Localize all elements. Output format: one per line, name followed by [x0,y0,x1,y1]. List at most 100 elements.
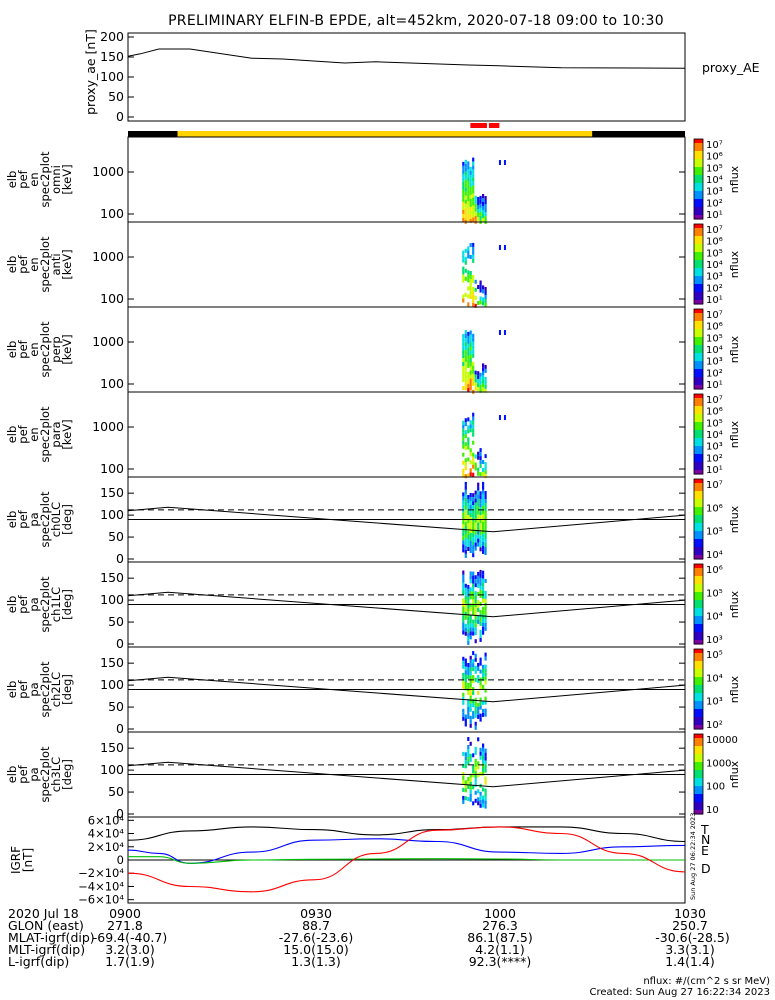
en_anti-colorbar-cell [694,296,703,298]
ch0LC-cell [462,496,465,501]
ch1LC-cell [482,622,485,627]
ch1LC-colorbar-cell [694,608,703,610]
ch1LC-cell [472,583,475,588]
en_anti-colorbar-cell [694,281,703,284]
en_anti-ylabel-word: anti [49,253,63,275]
ch2LC-cell [462,696,465,701]
en_anti-colorbar-cell [694,236,703,238]
en_omni-cell [464,207,467,212]
ch0LC-cell [462,520,465,525]
en_perp-cell [462,374,465,379]
ch0LC-cell [462,524,465,529]
en_omni-colorbar-cell [694,168,703,171]
en_perp-cell [479,376,482,381]
en_para-colorbar-cell [694,398,703,400]
en_anti-colorbar-cell [694,242,703,245]
ch3LC-colorbar-cell [694,807,703,810]
ch1LC-cell [472,607,475,612]
ch3LC-colorbar-cell [694,736,703,739]
en_para-colorbar-cell [694,455,703,458]
en_anti-colorbar-cell [694,289,703,292]
en_perp-colorbar-tick: 10⁶ [706,322,723,333]
ch1LC-ylabel-word: pef [16,594,30,613]
ch1LC-cell [467,604,470,609]
ch0LC-cell [464,509,467,514]
ch2LC-cell [462,700,465,705]
ch1LC-colorbar-cell [694,609,703,612]
ch2LC-cell [467,683,470,687]
en_anti-colorbar-cell [694,240,703,242]
en_perp-cell [472,377,475,382]
ch2LC-colorbar-cell [694,649,703,651]
footer-val-2-2: -27.6(-23.6) [278,930,354,945]
ch2LC-cell [484,680,487,685]
ch0LC-colorbar-cell [694,505,703,508]
ch3LC-colorbar-cell [694,811,703,814]
en_omni-cell [467,185,470,190]
en_anti-colorbar-cell [694,260,703,262]
en_omni-tick-label: 1000 [92,164,124,179]
ch1LC-cell [464,591,467,596]
ch2LC-tick-label: 100 [100,677,124,692]
en_para-colorbar-cell [694,446,703,448]
en_para-cell [472,420,475,425]
ch0LC-cell [479,539,482,544]
en_omni-cell [474,215,477,220]
ch3LC-colorbar-cell [694,760,703,763]
en_anti-colorbar-cell [694,261,703,264]
ch0LC-colorbar-cell [694,488,703,491]
ch3LC-cell [474,778,477,783]
ch1LC-colorbar-cell [694,626,703,629]
ch3LC-cell [472,753,475,758]
ch1LC-cell [477,615,480,620]
en_anti-ylabel-word: spec2plot [38,236,52,293]
igrf-tick-label: −2×10⁴ [78,866,124,880]
ch1LC-cell [482,618,485,623]
ch0LC-cell [474,514,477,519]
en_anti-colorbar-cell [694,270,703,273]
ch1LC-colorbar-cell [694,597,703,600]
ch0LC-cell [482,509,485,514]
ch2LC-cell [482,664,485,669]
ch0LC-colorbar-cell [694,555,703,557]
ch1LC-cell [474,639,477,644]
en_omni-cell [469,198,472,203]
ch3LC-cell [462,799,465,804]
ch3LC-cell [477,773,480,778]
en_perp-cell [477,379,480,384]
en_para-colorbar-cell [694,466,703,468]
en_para-cell [467,473,470,478]
ch1LC-colorbar-cell [694,621,703,624]
ch0LC-cell [472,525,475,530]
ch3LC-colorbar-cell [694,788,703,791]
en_para-colorbar-cell [694,458,703,460]
ch3LC-colorbar-cell [694,770,703,772]
en_para-cell [484,470,487,475]
ch2LC-colorbar-cell [694,662,703,665]
en_perp-cell [469,346,472,351]
ch0LC-cell [482,505,485,510]
footer-val-1-2: 88.7 [302,918,330,933]
ch1LC-colorbar-cell [694,617,703,620]
ch0LC-cell [484,531,487,535]
ch0LC-cell [462,508,465,513]
en_anti-cell [462,274,465,279]
ch0LC-cell [482,533,485,538]
ch0LC-colorbar-cell [694,489,703,492]
ch3LC-colorbar-cell [694,756,703,759]
ch1LC-ylabel-word: elb [5,596,19,614]
ch3LC-colorbar-cell [694,780,703,783]
en_perp-colorbar-cell [694,377,703,379]
ch0LC-colorbar-cell [694,556,703,559]
ch3LC-cell [484,748,487,753]
en_omni-colorbar-cell [694,143,703,145]
ch1LC-cell [472,631,475,636]
ch3LC-cell [467,785,470,789]
ch2LC-cell [484,712,487,717]
ch1LC-colorbar-cell [694,569,703,572]
ch3LC-cell [469,741,472,746]
ch1LC-cell [482,606,485,611]
ch1LC-cell [464,627,467,632]
en_perp-cell [472,361,475,366]
ch0LC-colorbar-cell [694,500,703,503]
